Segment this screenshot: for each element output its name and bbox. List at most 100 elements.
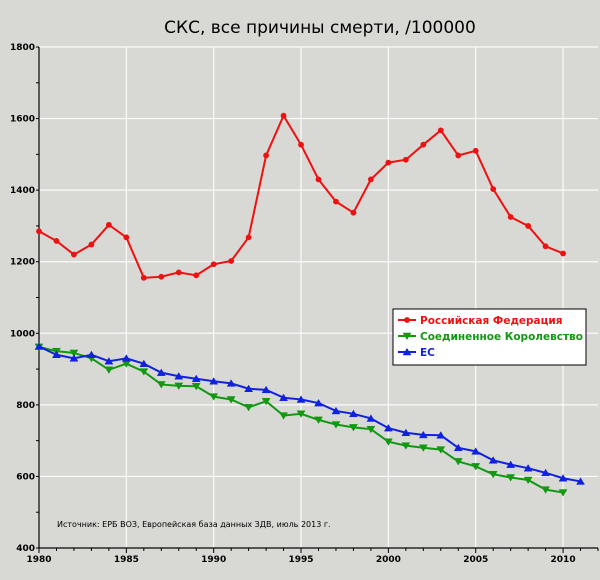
data-point <box>471 463 481 471</box>
data-point <box>261 385 271 394</box>
x-tick-label: 2000 <box>376 555 401 565</box>
source-note: Источник: ЕРБ ВОЗ, Европейская база данн… <box>57 520 331 529</box>
data-point <box>314 398 323 407</box>
series-layer <box>34 112 585 497</box>
data-point <box>401 428 411 437</box>
data-point <box>385 159 392 166</box>
data-point <box>69 349 79 358</box>
grid-layer <box>38 46 598 549</box>
data-point <box>210 261 217 268</box>
data-point <box>158 273 165 280</box>
data-point <box>104 366 114 374</box>
data-point <box>368 176 374 183</box>
data-point <box>86 350 96 359</box>
axes-layer: 1980 1985 1990 1995 2000 2005 2010 400 600 800 100… <box>10 43 599 565</box>
data-point <box>34 342 44 350</box>
data-point <box>436 446 446 454</box>
legend-label: Соединенное Королевство <box>420 331 583 343</box>
data-point <box>226 379 236 387</box>
data-point <box>140 274 147 281</box>
data-point <box>279 393 289 401</box>
x-tick-label: 1980 <box>26 555 51 565</box>
y-tick-label: 1600 <box>10 115 35 125</box>
plot-area <box>39 47 598 548</box>
legend-swatch-marker <box>402 332 412 341</box>
y-tick-label: 1400 <box>10 186 35 196</box>
data-point <box>472 147 479 154</box>
data-point <box>228 258 235 264</box>
data-point <box>123 234 130 241</box>
data-point <box>104 357 114 365</box>
series-2 <box>34 342 585 485</box>
chart-title: СКС, все причины смерти, /100000 <box>164 18 476 38</box>
y-tick-label: 1000 <box>10 329 35 339</box>
data-point <box>436 431 446 439</box>
data-point <box>296 395 306 403</box>
data-point <box>139 368 149 376</box>
legend-swatch-marker <box>402 347 412 356</box>
data-point <box>525 223 532 229</box>
data-point <box>401 442 411 450</box>
data-point <box>490 186 497 192</box>
data-point <box>402 156 409 163</box>
legend: Российская Федерация Соединенное Королевс… <box>392 308 587 366</box>
data-point <box>541 468 551 477</box>
data-point <box>418 430 428 439</box>
data-point <box>105 221 112 228</box>
series-1 <box>34 343 568 497</box>
data-point <box>366 425 376 434</box>
data-point <box>348 424 358 432</box>
data-point <box>523 464 533 472</box>
data-point <box>314 416 323 424</box>
data-point <box>506 474 516 482</box>
data-point <box>488 456 498 464</box>
data-point <box>156 381 166 389</box>
y-tick-label: 400 <box>16 544 35 554</box>
data-point <box>471 447 481 455</box>
data-point <box>156 368 166 376</box>
x-tick-label: 2010 <box>551 555 576 565</box>
legend-swatch-marker <box>404 317 410 323</box>
data-point <box>71 251 77 258</box>
data-point <box>226 396 236 404</box>
data-point <box>88 241 95 248</box>
data-point <box>261 398 271 406</box>
y-tick-label: 600 <box>16 472 35 482</box>
data-point <box>174 372 184 380</box>
data-point <box>331 421 341 429</box>
x-tick-label: 2005 <box>463 555 488 565</box>
y-tick-label: 1200 <box>10 258 35 268</box>
data-point <box>576 477 585 485</box>
data-point <box>331 406 341 415</box>
data-point <box>523 476 533 485</box>
data-point <box>558 474 568 482</box>
data-point <box>420 141 427 148</box>
data-point <box>175 269 182 276</box>
data-point <box>244 384 254 393</box>
legend-label: Российская Федерация <box>420 315 563 327</box>
data-point <box>541 486 551 494</box>
series-0 <box>36 112 566 281</box>
x-tick-label: 1995 <box>289 555 314 565</box>
data-point <box>366 414 376 422</box>
data-point <box>333 198 339 205</box>
data-point <box>383 438 393 446</box>
data-point <box>209 377 219 385</box>
x-tick-label: 1985 <box>114 555 139 565</box>
data-point <box>507 214 514 220</box>
data-point <box>53 238 60 244</box>
x-tick-label: 1990 <box>201 555 226 565</box>
data-point <box>191 382 201 391</box>
data-point <box>560 250 566 257</box>
data-point <box>542 243 549 250</box>
data-point <box>139 359 149 367</box>
data-point <box>453 443 463 452</box>
data-point <box>263 152 269 159</box>
data-point <box>244 404 254 412</box>
data-point <box>36 228 42 235</box>
data-point <box>279 412 289 420</box>
data-point <box>383 424 393 432</box>
data-point <box>296 410 306 418</box>
data-point <box>245 234 252 241</box>
